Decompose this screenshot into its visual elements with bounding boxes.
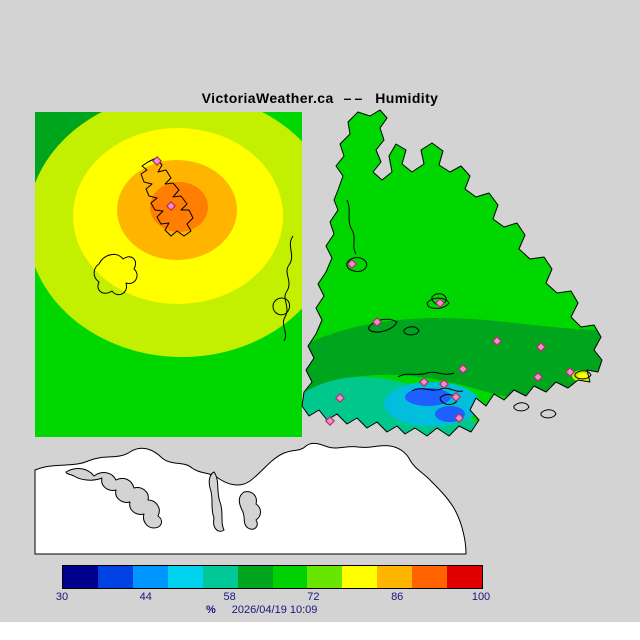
se-island bbox=[513, 402, 530, 412]
colorbar-tick-label: 86 bbox=[391, 591, 404, 603]
main-island-coastline bbox=[301, 109, 603, 437]
humidity-bullseye bbox=[35, 112, 302, 357]
colorbar-segment bbox=[272, 566, 308, 588]
station-marker[interactable] bbox=[346, 258, 358, 270]
station-marker[interactable] bbox=[434, 297, 446, 309]
page-title: VictoriaWeather.ca –– Humidity bbox=[0, 90, 640, 106]
colorbar-segment bbox=[202, 566, 238, 588]
station-marker[interactable] bbox=[165, 200, 177, 212]
station-marker[interactable] bbox=[564, 366, 576, 378]
land-no-data bbox=[34, 442, 467, 555]
station-marker[interactable] bbox=[535, 341, 547, 353]
colorbar-segment bbox=[447, 566, 483, 588]
east-tip-island bbox=[574, 370, 592, 380]
gulf-island bbox=[426, 297, 450, 309]
station-marker[interactable] bbox=[438, 378, 450, 390]
station-marker[interactable] bbox=[491, 335, 503, 347]
unit-label: % bbox=[206, 604, 216, 616]
station-marker[interactable] bbox=[151, 155, 163, 167]
colorbar-segment bbox=[132, 566, 168, 588]
harbour-squiggle bbox=[411, 387, 464, 392]
colorbar bbox=[62, 565, 483, 589]
map-subject: Humidity bbox=[375, 90, 439, 106]
station-marker[interactable] bbox=[457, 363, 469, 375]
colorbar-segment bbox=[237, 566, 273, 588]
gulf-island bbox=[403, 326, 420, 336]
inlet-coastline bbox=[140, 157, 194, 237]
colorbar-tick-label: 58 bbox=[223, 591, 236, 603]
colorbar-tick-label: 72 bbox=[307, 591, 320, 603]
gulf-island bbox=[368, 318, 398, 333]
se-island bbox=[540, 409, 557, 419]
lake-outline bbox=[346, 257, 368, 272]
shore-squiggle bbox=[282, 235, 294, 342]
colorbar-segment bbox=[412, 566, 448, 588]
colorbar-segment bbox=[307, 566, 343, 588]
coastlines bbox=[93, 109, 603, 437]
colorbar-segment bbox=[97, 566, 133, 588]
island-outline bbox=[93, 253, 138, 296]
station-marker[interactable] bbox=[334, 392, 346, 404]
colorbar-segment bbox=[377, 566, 413, 588]
colorbar-segment bbox=[342, 566, 378, 588]
station-marker[interactable] bbox=[324, 415, 336, 427]
humidity-low-bands bbox=[302, 318, 602, 436]
channel-inlet bbox=[208, 471, 225, 532]
bay-inlet bbox=[65, 468, 162, 529]
colorbar-tick-label: 44 bbox=[139, 591, 152, 603]
fjord-line bbox=[346, 199, 357, 255]
harbour-squiggle bbox=[397, 371, 455, 378]
station-marker[interactable] bbox=[418, 376, 430, 388]
bay-inlet bbox=[238, 491, 261, 530]
title-separator: –– bbox=[343, 90, 366, 106]
colorbar-segment bbox=[167, 566, 203, 588]
station-markers bbox=[151, 155, 576, 427]
station-marker[interactable] bbox=[371, 316, 383, 328]
site-name: VictoriaWeather.ca bbox=[201, 90, 334, 106]
station-marker[interactable] bbox=[453, 412, 465, 424]
colorbar-segment bbox=[63, 566, 98, 588]
station-marker[interactable] bbox=[450, 391, 462, 403]
station-marker[interactable] bbox=[532, 371, 544, 383]
timestamp-line: % 2026/04/19 10:09 bbox=[206, 604, 317, 616]
shore-islet bbox=[272, 297, 291, 316]
timestamp: 2026/04/19 10:09 bbox=[231, 604, 318, 616]
colorbar-tick-label: 100 bbox=[471, 591, 491, 603]
colorbar-tick-label: 30 bbox=[55, 591, 69, 603]
colorbar-tick-labels: 30 44 58 72 86 100 bbox=[56, 591, 490, 605]
